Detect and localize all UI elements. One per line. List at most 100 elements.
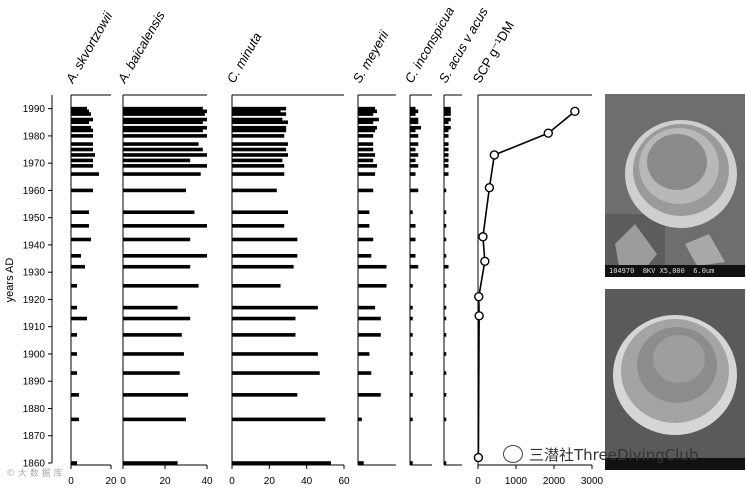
scp-point xyxy=(474,292,484,302)
bar xyxy=(71,417,79,422)
bar xyxy=(410,128,416,133)
bar xyxy=(358,352,370,356)
bar xyxy=(444,305,447,310)
bar xyxy=(232,188,277,193)
x-tick-label: 0 xyxy=(229,476,235,487)
y-tick-label: 1930 xyxy=(23,268,46,279)
panel-title: C. minuta xyxy=(224,30,265,86)
bar xyxy=(358,264,387,269)
bar xyxy=(123,316,191,321)
bar xyxy=(71,120,89,125)
panel-3: S. meyerii xyxy=(350,27,396,466)
bar xyxy=(410,106,416,111)
bar xyxy=(358,120,374,125)
bar xyxy=(444,333,447,337)
bar xyxy=(410,417,413,422)
bar xyxy=(123,172,201,176)
bar xyxy=(123,461,178,465)
bar xyxy=(358,125,377,130)
bar xyxy=(410,333,413,337)
bar xyxy=(358,164,377,168)
bar xyxy=(232,461,331,465)
bar xyxy=(232,393,298,397)
bar xyxy=(444,120,449,125)
bar xyxy=(358,147,374,152)
bar xyxy=(444,352,447,356)
scp-point xyxy=(478,232,488,242)
bar xyxy=(444,224,447,228)
bar xyxy=(232,237,298,242)
diatom-valve-image xyxy=(605,94,745,277)
bar xyxy=(232,142,288,146)
bar xyxy=(444,109,451,114)
bar xyxy=(358,134,374,138)
bar xyxy=(232,224,285,228)
bar xyxy=(71,153,95,157)
bar xyxy=(123,112,205,116)
bar xyxy=(123,147,203,152)
bar xyxy=(71,125,91,130)
bar xyxy=(71,134,93,138)
bar xyxy=(232,120,288,125)
bar xyxy=(358,117,379,122)
x-tick-label: 20 xyxy=(159,476,171,487)
scp-point xyxy=(543,128,553,138)
bar xyxy=(232,316,296,321)
watermark-text: 三潜社ThreeDivingClub xyxy=(529,446,699,464)
bar xyxy=(358,158,374,163)
x-tick-label: 1000 xyxy=(505,476,528,487)
bar xyxy=(123,352,184,356)
bar xyxy=(410,237,416,242)
bar xyxy=(444,284,447,288)
bar xyxy=(232,125,287,130)
panel-1: 0 20 40 A. baicalensis xyxy=(114,8,213,487)
bar xyxy=(232,284,281,288)
bar xyxy=(444,371,447,375)
y-tick-label: 1940 xyxy=(23,240,46,251)
bar xyxy=(123,333,182,337)
diatom-micrograph-top: 104970 8KV X5,000 6.0um xyxy=(605,94,745,277)
bar xyxy=(410,172,416,176)
bar xyxy=(71,117,93,122)
bar xyxy=(71,371,77,375)
y-tick-label: 1890 xyxy=(23,377,46,388)
bar xyxy=(410,316,413,321)
x-tick-label: 0 xyxy=(120,476,126,487)
x-tick-label: 60 xyxy=(338,476,350,487)
bar xyxy=(358,153,376,157)
y-axis-label: years AD xyxy=(4,258,16,303)
bar xyxy=(444,117,451,122)
bar xyxy=(410,224,416,228)
bar xyxy=(232,109,281,114)
bar xyxy=(444,125,451,130)
bar xyxy=(71,109,89,114)
bar xyxy=(232,210,288,215)
scp-point xyxy=(480,256,490,266)
bar xyxy=(444,158,449,163)
bar xyxy=(232,112,287,116)
bar xyxy=(358,333,381,337)
bar xyxy=(71,188,93,193)
bar xyxy=(71,264,85,269)
bar xyxy=(232,106,287,111)
scp-point xyxy=(570,106,580,117)
bar xyxy=(71,106,87,111)
bar xyxy=(410,153,419,157)
scp-point xyxy=(489,150,500,160)
bar xyxy=(232,164,285,168)
bar xyxy=(232,134,285,138)
x-tick-label: 0 xyxy=(68,476,74,487)
corner-logo-mark: © 大 数 据 库 xyxy=(6,469,63,479)
bar xyxy=(123,393,189,397)
bar xyxy=(410,158,416,163)
micrograph-scale-bar: 104970 8KV X5,000 6.0um xyxy=(605,265,745,277)
x-tick-label: 0 xyxy=(475,476,481,487)
panel-2: 0 20 40 60 C. minuta xyxy=(224,30,350,487)
bar xyxy=(123,237,191,242)
panel-title: S. meyerii xyxy=(350,27,392,86)
bar xyxy=(232,147,287,152)
bar xyxy=(358,393,381,397)
bar xyxy=(444,147,449,152)
